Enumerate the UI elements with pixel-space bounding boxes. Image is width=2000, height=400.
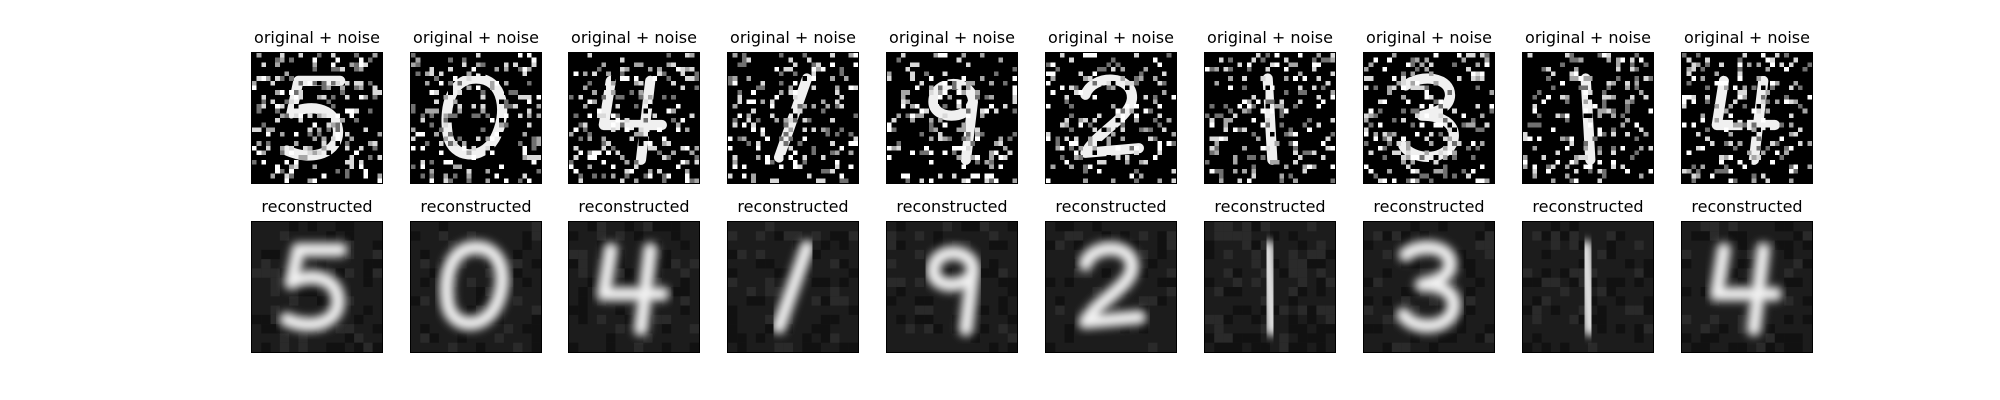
- panel-title-reconstructed-3: reconstructed: [578, 197, 690, 216]
- noisy-digit-image: [410, 52, 542, 184]
- noisy-digit-image: [727, 52, 859, 184]
- panel-title-noisy-5: original + noise: [889, 28, 1015, 47]
- noisy-digit-image: [1045, 52, 1177, 184]
- panel-title-noisy-7: original + noise: [1207, 28, 1333, 47]
- panel-title-reconstructed-10: reconstructed: [1691, 197, 1803, 216]
- panel-title-noisy-8: original + noise: [1366, 28, 1492, 47]
- reconstructed-digit-image: [886, 221, 1018, 353]
- panel-title-reconstructed-5: reconstructed: [896, 197, 1008, 216]
- reconstructed-digit-image: [1681, 221, 1813, 353]
- noisy-digit-image: [251, 52, 383, 184]
- reconstructed-digit-image: [568, 221, 700, 353]
- panel-title-noisy-2: original + noise: [413, 28, 539, 47]
- reconstructed-digit-image: [1363, 221, 1495, 353]
- reconstructed-digit-image: [251, 221, 383, 353]
- panel-title-reconstructed-4: reconstructed: [737, 197, 849, 216]
- panel-title-reconstructed-8: reconstructed: [1373, 197, 1485, 216]
- panel-title-reconstructed-2: reconstructed: [420, 197, 532, 216]
- noisy-digit-image: [1204, 52, 1336, 184]
- reconstructed-digit-image: [727, 221, 859, 353]
- noisy-digit-image: [1522, 52, 1654, 184]
- noisy-digit-image: [886, 52, 1018, 184]
- panel-title-noisy-6: original + noise: [1048, 28, 1174, 47]
- reconstructed-digit-image: [1045, 221, 1177, 353]
- panel-title-noisy-10: original + noise: [1684, 28, 1810, 47]
- panel-title-reconstructed-6: reconstructed: [1055, 197, 1167, 216]
- reconstructed-digit-image: [1522, 221, 1654, 353]
- reconstructed-digit-image: [410, 221, 542, 353]
- reconstructed-digit-image: [1204, 221, 1336, 353]
- panel-title-reconstructed-7: reconstructed: [1214, 197, 1326, 216]
- panel-title-reconstructed-9: reconstructed: [1532, 197, 1644, 216]
- panel-title-noisy-1: original + noise: [254, 28, 380, 47]
- panel-title-noisy-4: original + noise: [730, 28, 856, 47]
- noisy-digit-image: [1363, 52, 1495, 184]
- panel-title-noisy-9: original + noise: [1525, 28, 1651, 47]
- noisy-digit-image: [1681, 52, 1813, 184]
- panel-title-noisy-3: original + noise: [571, 28, 697, 47]
- noisy-digit-image: [568, 52, 700, 184]
- panel-title-reconstructed-1: reconstructed: [261, 197, 373, 216]
